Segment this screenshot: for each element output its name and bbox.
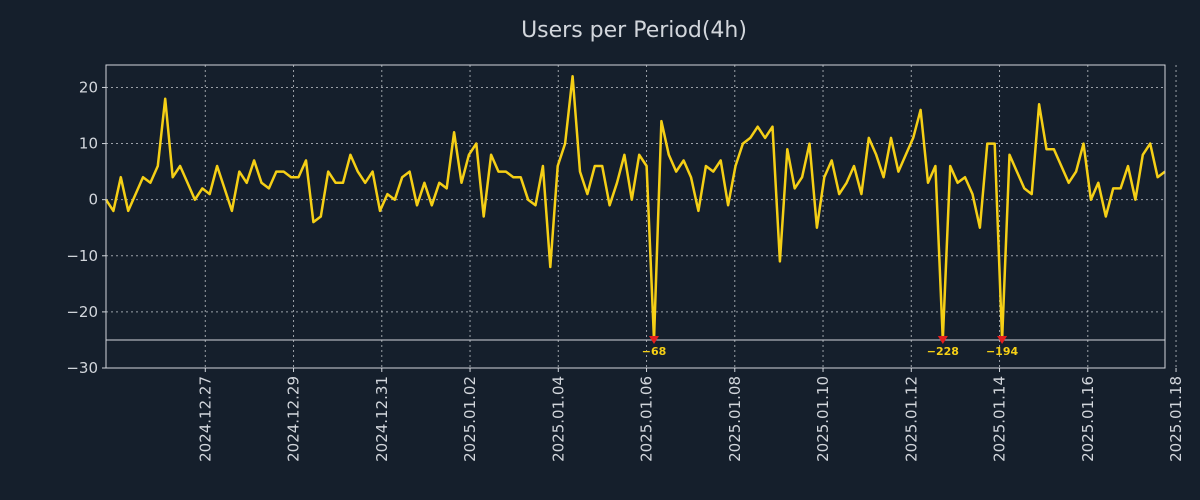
x-tick-label: 2025.01.12 [902,376,920,462]
y-tick-label: 10 [79,135,98,153]
series-layer [104,74,1166,342]
outlier-label: −228 [927,345,959,358]
x-tick-label: 2025.01.14 [991,376,1009,462]
x-tick-label: 2025.01.04 [549,376,567,462]
annotations: −68 −228 −194 [642,335,1019,358]
y-tick-label: 0 [88,191,98,209]
chart-title: Users per Period(4h) [521,18,747,43]
x-tick-label: 2025.01.18 [1167,376,1185,462]
x-tick-label: 2025.01.02 [461,376,479,462]
outlier-label: −194 [986,345,1019,358]
plot-frame [105,64,1166,369]
outlier-marker-icon [649,335,660,344]
outlier-marker-icon [997,335,1008,344]
axes: 20 10 0 −10 −20 −30 2024.12.27 2024.12.29 2024.1… [66,78,1185,461]
users-series-line [104,74,1166,342]
y-tick-label: −30 [66,359,98,377]
x-tick-label: 2025.01.10 [814,376,832,462]
x-tick-label: 2025.01.08 [726,376,744,462]
grid [106,65,1177,368]
y-tick-label: −10 [66,247,98,265]
y-tick-label: −20 [66,303,98,321]
outlier-marker-icon [937,335,948,344]
x-tick-label: 2024.12.27 [196,376,214,462]
x-tick-label: 2025.01.16 [1079,376,1097,462]
outlier-label: −68 [642,345,667,358]
x-tick-label: 2025.01.06 [638,376,656,462]
x-tick-label: 2024.12.29 [285,376,303,462]
x-tick-label: 2024.12.31 [373,376,391,462]
y-tick-label: 20 [79,78,98,96]
